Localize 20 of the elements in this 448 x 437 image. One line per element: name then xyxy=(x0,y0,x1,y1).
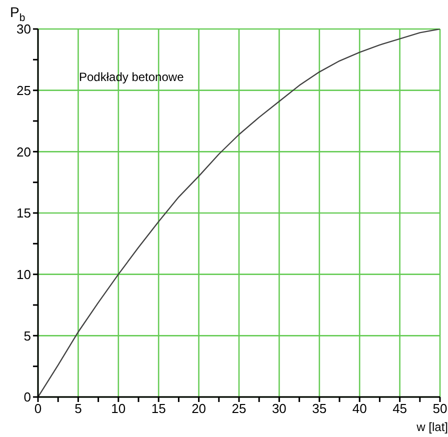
x-tick-label: 50 xyxy=(432,401,448,416)
y-tick-label: 15 xyxy=(16,206,31,221)
y-tick-label: 30 xyxy=(16,22,31,37)
x-tick-label: 0 xyxy=(34,401,42,416)
x-tick-label: 15 xyxy=(151,401,166,416)
x-tick-label: 5 xyxy=(74,401,82,416)
y-tick-label: 25 xyxy=(16,82,31,98)
y-tick-label: 5 xyxy=(24,328,31,344)
x-tick-label: 35 xyxy=(312,401,327,416)
y-tick-label: 0 xyxy=(24,390,31,405)
x-tick-label: 25 xyxy=(232,401,246,416)
x-tick-label: 10 xyxy=(111,401,126,416)
y-axis-title: P$_{b}$ xyxy=(10,4,26,24)
x-tick-label: 40 xyxy=(352,401,367,416)
x-tick-label: 30 xyxy=(272,401,286,416)
y-tick-label: 10 xyxy=(16,266,31,282)
x-tick-label: 45 xyxy=(392,401,408,416)
x-tick-label: 20 xyxy=(192,401,206,416)
x-axis-title: w [lat] xyxy=(416,420,448,434)
y-tick-label: 20 xyxy=(16,144,31,160)
